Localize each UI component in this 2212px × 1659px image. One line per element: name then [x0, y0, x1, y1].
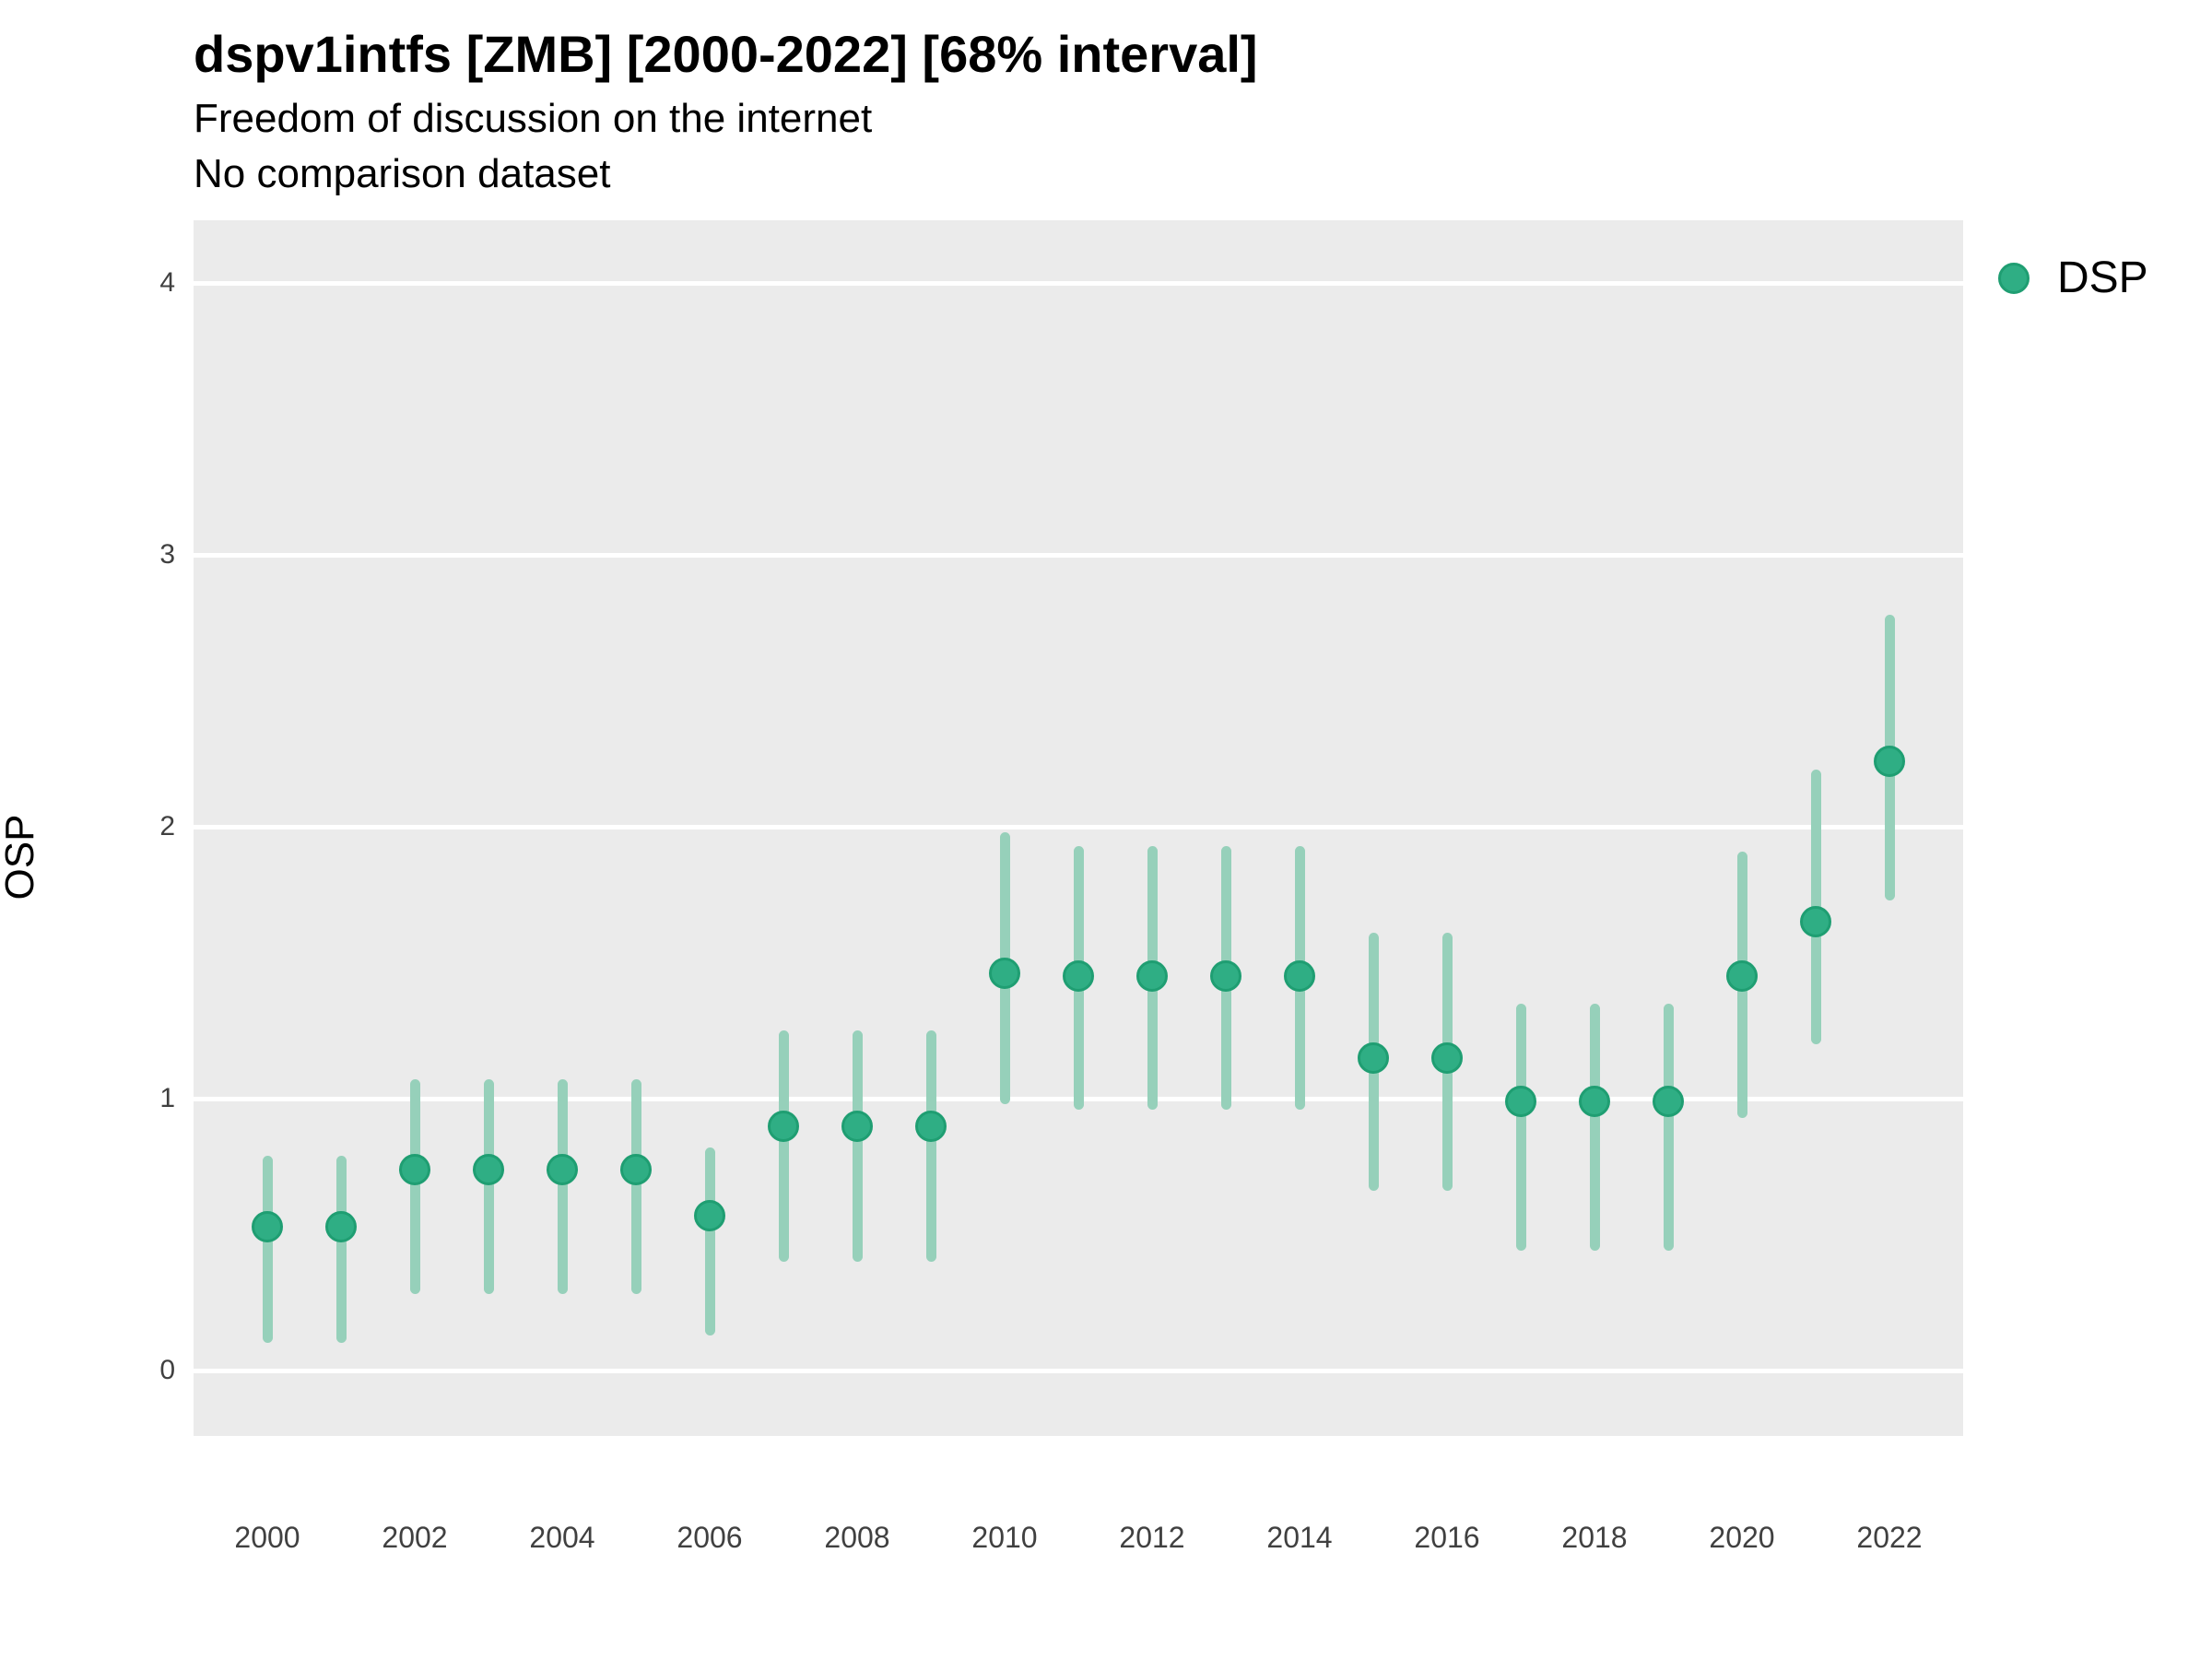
- data-point-2018: [1579, 1085, 1610, 1117]
- data-point-2002: [399, 1153, 430, 1185]
- data-point-2008: [841, 1110, 873, 1142]
- y-axis-title: OSP: [0, 814, 42, 900]
- x-tick-label: 2016: [1414, 1521, 1480, 1554]
- y-tick-label: 3: [159, 539, 175, 570]
- interval-line-2008: [852, 1030, 863, 1262]
- data-point-2004: [547, 1153, 578, 1185]
- data-point-2010: [989, 958, 1020, 990]
- data-point-2007: [768, 1110, 799, 1142]
- data-point-2017: [1505, 1085, 1536, 1117]
- interval-line-2018: [1589, 1003, 1600, 1252]
- gridline-y-3: [194, 552, 1963, 558]
- plot-panel: [194, 220, 1963, 1436]
- data-point-2022: [1874, 746, 1905, 778]
- data-point-2020: [1726, 960, 1758, 993]
- data-point-2000: [252, 1210, 283, 1242]
- interval-line-2017: [1515, 1003, 1526, 1252]
- interval-line-2004: [557, 1079, 568, 1295]
- chart-title: dspv1intfs [ZMB] [2000-2022] [68% interv…: [194, 25, 1258, 83]
- interval-line-2001: [335, 1155, 347, 1344]
- chart-note: No comparison dataset: [194, 151, 611, 196]
- gridline-y-2: [194, 824, 1963, 830]
- gridline-y-0: [194, 1368, 1963, 1373]
- data-point-2005: [620, 1153, 652, 1185]
- x-tick-label: 2008: [824, 1521, 890, 1554]
- x-tick-label: 2020: [1709, 1521, 1775, 1554]
- y-tick-label: 2: [159, 811, 175, 841]
- data-point-2009: [915, 1110, 947, 1142]
- y-tick-label: 4: [159, 267, 175, 298]
- gridline-y-4: [194, 280, 1963, 286]
- legend-point-icon: [1998, 263, 2030, 294]
- interval-line-2000: [262, 1155, 273, 1344]
- x-tick-label: 2022: [1856, 1521, 1923, 1554]
- chart-subtitle: Freedom of discussion on the internet: [194, 96, 873, 141]
- x-tick-label: 2014: [1266, 1521, 1333, 1554]
- data-point-2013: [1210, 960, 1241, 993]
- interval-line-2019: [1663, 1003, 1674, 1252]
- data-point-2006: [694, 1199, 725, 1231]
- data-point-2019: [1653, 1085, 1684, 1117]
- x-tick-label: 2000: [234, 1521, 300, 1554]
- x-tick-label: 2012: [1119, 1521, 1185, 1554]
- x-tick-label: 2002: [382, 1521, 448, 1554]
- data-point-2011: [1063, 960, 1094, 993]
- x-tick-label: 2018: [1561, 1521, 1628, 1554]
- x-tick-label: 2004: [529, 1521, 595, 1554]
- legend: DSP: [1993, 251, 2205, 306]
- y-tick-label: 0: [159, 1355, 175, 1385]
- x-tick-label: 2010: [971, 1521, 1038, 1554]
- data-point-2015: [1358, 1041, 1389, 1074]
- data-point-2016: [1431, 1041, 1463, 1074]
- interval-line-2005: [630, 1079, 641, 1295]
- data-point-2001: [325, 1210, 357, 1242]
- interval-line-2003: [483, 1079, 494, 1295]
- interval-line-2006: [704, 1147, 715, 1335]
- data-point-2012: [1136, 960, 1168, 993]
- data-point-2021: [1800, 906, 1831, 938]
- legend-label: DSP: [2057, 253, 2148, 302]
- interval-line-2007: [778, 1030, 789, 1262]
- data-point-2003: [473, 1153, 504, 1185]
- y-tick-label: 1: [159, 1083, 175, 1113]
- x-tick-label: 2006: [677, 1521, 743, 1554]
- interval-line-2002: [409, 1079, 420, 1295]
- data-point-2014: [1284, 960, 1315, 993]
- interval-line-2009: [925, 1030, 936, 1262]
